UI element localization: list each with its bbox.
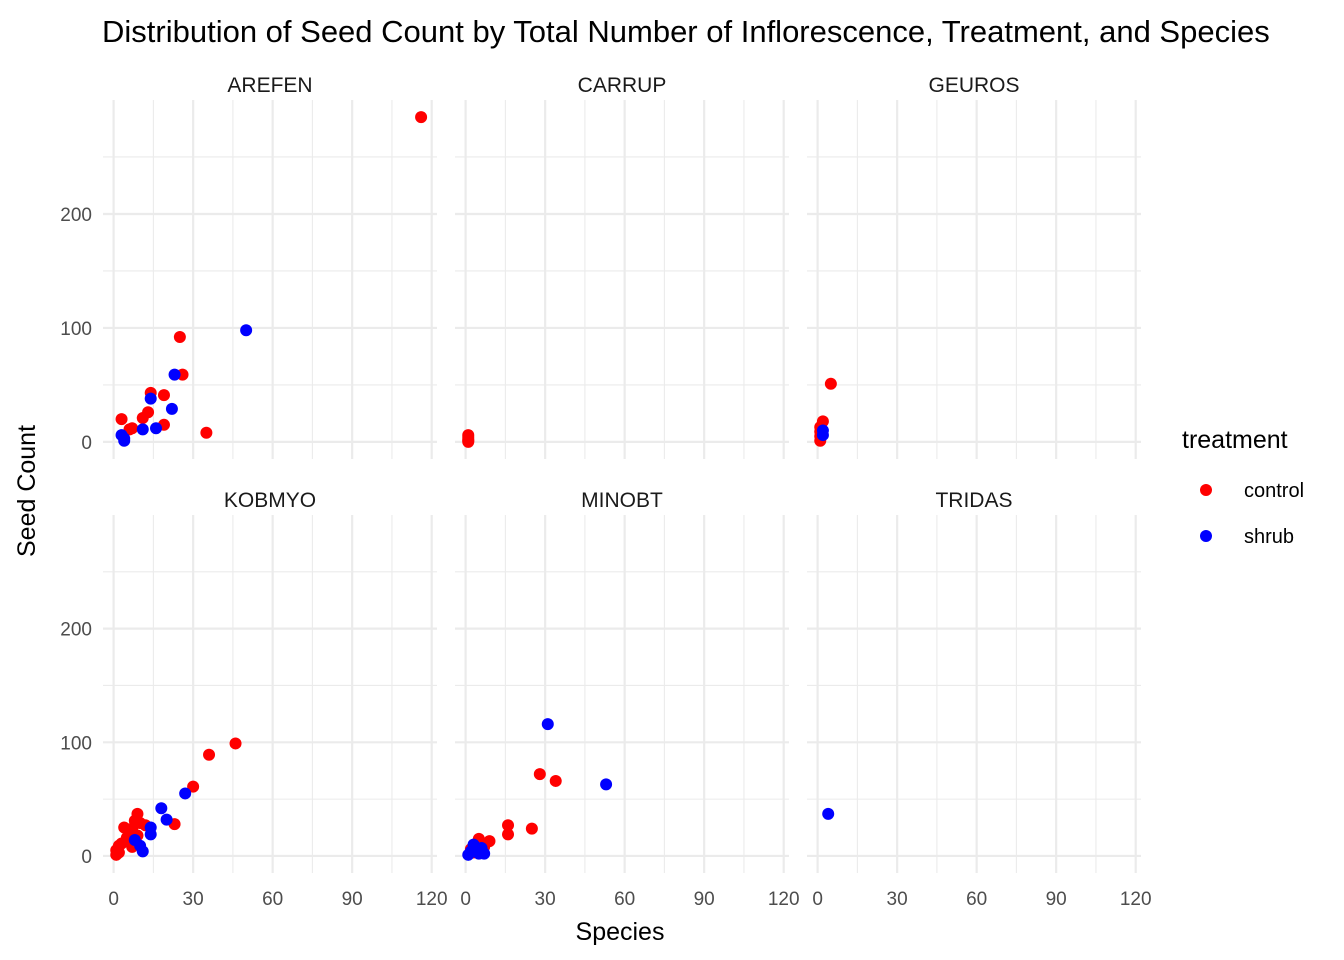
data-point-control: [533, 768, 546, 781]
y-tick-label: 0: [81, 847, 92, 868]
data-point-control: [229, 737, 242, 750]
data-point-control: [549, 774, 562, 787]
data-point-shrub: [118, 434, 131, 447]
data-point-shrub: [160, 813, 173, 826]
x-axis-label: Species: [576, 918, 665, 946]
x-tick-label: 0: [460, 889, 471, 910]
legend-label-shrub: shrub: [1244, 526, 1294, 548]
legend-title: treatment: [1182, 426, 1288, 454]
data-point-shrub: [150, 422, 163, 435]
x-tick-label: 30: [535, 889, 556, 910]
data-point-shrub: [816, 429, 829, 442]
facet-label-minobt: MINOBT: [581, 489, 663, 512]
data-point-shrub: [462, 848, 475, 861]
data-point-control: [157, 389, 170, 402]
y-tick-label: 100: [60, 319, 92, 340]
x-tick-label: 120: [416, 889, 448, 910]
data-point-control: [502, 819, 515, 832]
data-point-control: [187, 780, 200, 793]
data-point-control: [203, 748, 216, 761]
y-tick-label: 200: [60, 620, 92, 641]
legend-key-control: [1200, 484, 1212, 496]
y-tick-label: 200: [60, 205, 92, 226]
facet-label-arefen: AREFEN: [227, 74, 312, 97]
data-point-shrub: [541, 718, 554, 731]
x-tick-label: 120: [1120, 889, 1152, 910]
facet-panel-minobt: MINOBT 0 30 60 90 120: [455, 489, 800, 910]
facet-label-carrup: CARRUP: [578, 74, 667, 97]
x-tick-label: 60: [966, 889, 987, 910]
data-point-shrub: [168, 368, 181, 381]
data-point-shrub: [240, 324, 253, 337]
y-tick-label: 100: [60, 733, 92, 754]
x-tick-label: 0: [108, 889, 119, 910]
x-tick-label: 90: [694, 889, 715, 910]
y-axis-label: Seed Count: [13, 425, 41, 557]
facet-label-geuros: GEUROS: [928, 74, 1019, 97]
x-tick-label: 60: [262, 889, 283, 910]
data-point-control: [415, 111, 428, 124]
facet-label-tridas: TRIDAS: [935, 489, 1012, 512]
data-point-control: [462, 435, 475, 448]
facet-panel-geuros: GEUROS: [807, 74, 1141, 459]
legend: treatment control shrub: [1182, 426, 1304, 548]
data-point-shrub: [600, 778, 613, 791]
x-tick-label: 30: [183, 889, 204, 910]
legend-key-shrub: [1200, 530, 1212, 542]
facet-label-kobmyo: KOBMYO: [224, 489, 316, 512]
data-point-shrub: [155, 802, 168, 815]
data-point-control: [525, 822, 538, 835]
x-tick-label: 120: [768, 889, 800, 910]
data-point-shrub: [144, 828, 157, 841]
data-point-shrub: [144, 392, 157, 405]
data-point-shrub: [822, 807, 835, 820]
facet-panel-tridas: TRIDAS 0 30 60 90 120: [807, 489, 1152, 910]
data-point-control: [136, 411, 149, 424]
data-point-shrub: [165, 402, 178, 415]
x-tick-label: 30: [887, 889, 908, 910]
x-tick-label: 0: [812, 889, 823, 910]
data-point-control: [110, 848, 123, 861]
data-point-shrub: [478, 847, 491, 860]
chart-title: Distribution of Seed Count by Total Numb…: [102, 14, 1270, 49]
x-tick-label: 90: [1046, 889, 1067, 910]
legend-label-control: control: [1244, 480, 1304, 502]
data-point-control: [824, 377, 837, 390]
data-point-control: [200, 426, 213, 439]
x-tick-label: 60: [614, 889, 635, 910]
x-tick-label: 90: [342, 889, 363, 910]
facet-panel-kobmyo: KOBMYO 0 100 200 0 30 60 90 120: [60, 489, 447, 910]
data-point-control: [173, 331, 186, 344]
data-point-shrub: [179, 787, 192, 800]
data-point-control: [502, 828, 515, 841]
facet-panels: AREFEN 0 100 200 CARRUP GEUROS KOBMYO 0 100 200 0 3…: [60, 74, 1151, 910]
data-point-control: [115, 413, 128, 426]
data-point-shrub: [136, 423, 149, 436]
facet-panel-arefen: AREFEN 0 100 200: [60, 74, 437, 459]
data-point-shrub: [136, 845, 149, 858]
facet-panel-carrup: CARRUP: [455, 74, 789, 459]
y-tick-label: 0: [81, 433, 92, 454]
